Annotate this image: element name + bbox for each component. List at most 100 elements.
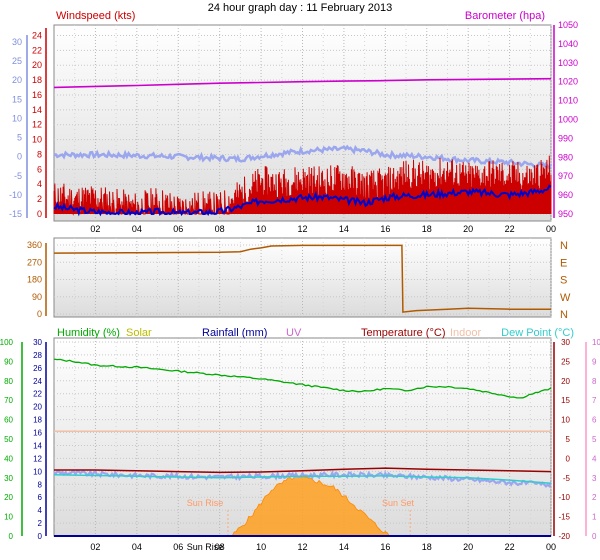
windspeed-tick: 8 — [37, 149, 42, 159]
uv-tick: 0 — [592, 532, 597, 541]
windspeed-tick: 18 — [32, 75, 42, 85]
x-tick-label: 06 — [173, 224, 183, 234]
windspeed-tick: 22 — [32, 45, 42, 55]
rainfall-tick: 24 — [33, 377, 42, 386]
indoor-label: Indoor — [450, 327, 482, 339]
direction-tick: 180 — [27, 275, 42, 285]
humidity-tick: 40 — [4, 454, 13, 463]
rainfall-tick: 30 — [33, 338, 42, 347]
rainfall-tick: 2 — [38, 519, 43, 528]
x-tick-label: 18 — [422, 542, 432, 552]
rainfall-tick: 28 — [33, 351, 42, 360]
rainfall-tick: 14 — [33, 441, 42, 450]
rainfall-tick: 12 — [33, 454, 42, 463]
th-grid: 02 04 06 08 10 12 14 16 18 20 22 00 — [54, 338, 556, 552]
sun-rise-label: Sun Rise — [187, 498, 224, 508]
windspeed-tick: 20 — [32, 60, 42, 70]
rainfall-tick: 26 — [33, 364, 42, 373]
compass-label: E — [560, 257, 567, 269]
rainfall-tick: 20 — [33, 403, 42, 412]
solar-area — [231, 475, 391, 537]
x-tick-label: 10 — [256, 224, 266, 234]
windspeed-tick: 2 — [37, 194, 42, 204]
sun-set-label: Sun Set — [382, 498, 415, 508]
x-tick-label: 04 — [132, 224, 142, 234]
x-tick-label: 14 — [339, 542, 349, 552]
windspeed-tick: 14 — [32, 105, 42, 115]
temperature-tick: -15 — [9, 209, 22, 219]
windspeed-tick: 24 — [32, 30, 42, 40]
x-tick-label: 20 — [463, 224, 473, 234]
windspeed-axis-label: Windspeed (kts) — [56, 10, 135, 22]
rainfall-label: Rainfall (mm) — [202, 327, 267, 339]
windspeed-average-line — [53, 184, 552, 217]
temperature-humidity-panel: Humidity (%) Solar Rainfall (mm) UV Temp… — [0, 327, 600, 552]
barometer-tick: 1010 — [558, 96, 578, 106]
windspeed-tick: 16 — [32, 90, 42, 100]
th-axes: 0246810121416182022242628300102030405060… — [0, 338, 600, 552]
temperature-tick: 20 — [561, 377, 570, 386]
temperature-tick: -10 — [558, 493, 570, 502]
wind-axes: 024681012141618202224-15-10-505101520253… — [9, 20, 578, 219]
uv-tick: 9 — [592, 357, 597, 366]
direction-tick: 360 — [27, 240, 42, 250]
temperature-tick: -5 — [563, 474, 571, 483]
x-tick-label: 14 — [339, 224, 349, 234]
uv-tick: 4 — [592, 454, 597, 463]
temperature-tick: 0 — [566, 454, 571, 463]
humidity-tick: 10 — [4, 513, 13, 522]
x-tick-label: 04 — [132, 542, 142, 552]
windspeed-tick: 0 — [37, 209, 42, 219]
temperature-tick: 25 — [12, 56, 22, 66]
barometer-axis-label: Barometer (hpa) — [465, 10, 545, 22]
wind-series — [53, 77, 553, 217]
x-tick-label: 22 — [505, 542, 515, 552]
x-tick-label: 12 — [297, 224, 307, 234]
rainfall-tick: 6 — [38, 493, 43, 502]
windspeed-tick: 12 — [32, 120, 42, 130]
direction-axes: 0 N 90 W 180 S 270 E 360 N — [27, 240, 571, 321]
barometer-tick: 1000 — [558, 115, 578, 125]
direction-grid — [54, 238, 552, 317]
temperature-tick: 30 — [12, 37, 22, 47]
humidity-tick: 60 — [4, 416, 13, 425]
rainfall-tick: 22 — [33, 390, 42, 399]
humidity-tick: 50 — [4, 435, 13, 444]
temperature-tick: -10 — [9, 190, 22, 200]
barometer-tick: 990 — [558, 133, 573, 143]
x-tick-label: 10 — [256, 542, 266, 552]
wind-barometer-panel: Windspeed (kts) Barometer (hpa) 02 04 06 08… — [9, 10, 578, 234]
direction-tick: 90 — [32, 292, 42, 302]
x-tick-label: 08 — [215, 224, 225, 234]
temperature-tick: 30 — [561, 338, 570, 347]
windspeed-gust-bars — [53, 155, 552, 216]
uv-tick: 5 — [592, 435, 597, 444]
temperature-line — [54, 467, 552, 474]
rainfall-tick: 8 — [38, 480, 43, 489]
temperature-tick: 10 — [561, 416, 570, 425]
uv-tick: 3 — [592, 474, 597, 483]
barometer-tick: 980 — [558, 152, 573, 162]
windspeed-tick: 4 — [37, 179, 42, 189]
temperature-tick: 15 — [12, 94, 22, 104]
x-tick-label: 20 — [463, 542, 473, 552]
barometer-line — [53, 77, 552, 89]
temperature-tick: 5 — [17, 133, 22, 143]
x-tick-label: 00 — [546, 542, 556, 552]
x-tick-label: 02 — [90, 542, 100, 552]
humidity-tick: 70 — [4, 396, 13, 405]
barometer-tick: 950 — [558, 209, 573, 219]
temperature-tick: -5 — [14, 171, 22, 181]
rainfall-tick: 4 — [38, 506, 43, 515]
humidity-tick: 100 — [0, 338, 14, 347]
temperature-label: Temperature (°C) — [361, 327, 445, 339]
humidity-tick: 0 — [9, 532, 14, 541]
th-series — [53, 358, 552, 537]
x-tick-label: 18 — [422, 224, 432, 234]
windspeed-tick: 10 — [32, 135, 42, 145]
direction-tick: 270 — [27, 257, 42, 267]
barometer-tick: 960 — [558, 190, 573, 200]
windspeed-tick: 6 — [37, 164, 42, 174]
x-tick-label: 12 — [297, 542, 307, 552]
